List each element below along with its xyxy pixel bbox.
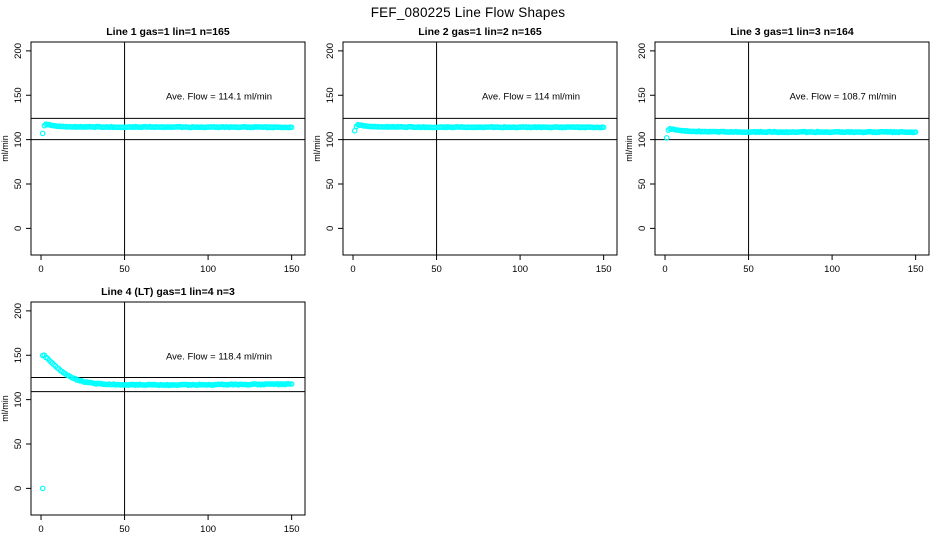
data-point <box>600 124 607 131</box>
plot-box <box>654 41 930 256</box>
data-points <box>663 125 919 141</box>
y-axis-title: ml/min <box>312 135 322 162</box>
outlier-point <box>39 130 46 137</box>
x-tick-label: 50 <box>431 264 442 275</box>
y-axis-title: ml/min <box>0 135 10 162</box>
reference-lines <box>31 302 305 515</box>
y-tick-label: 200 <box>13 43 24 59</box>
subplot-line-2: Line 2 gas=1 lin=2 n=165 0 50 100 150 0 50 100 1… <box>312 22 624 282</box>
chart-svg: Line 4 (LT) gas=1 lin=4 n=3 0 50 100 150 0 50 1… <box>0 286 306 535</box>
y-tick-label: 100 <box>13 132 24 148</box>
reference-lines <box>31 42 305 255</box>
x-tick-label: 0 <box>662 264 667 275</box>
ave-flow-annotation: Ave. Flow = 108.7 ml/min <box>790 91 897 102</box>
y-tick-label: 150 <box>13 87 24 103</box>
outlier-point <box>351 128 358 134</box>
chart-svg: Line 3 gas=1 lin=3 n=164 0 50 100 150 0 50 100 1… <box>624 26 930 275</box>
y-tick-label: 100 <box>13 392 24 408</box>
y-tick-label: 150 <box>325 87 336 103</box>
y-axis-title: ml/min <box>624 135 634 162</box>
y-tick-label: 200 <box>13 303 24 319</box>
x-tick-label: 150 <box>596 264 612 275</box>
y-tick-label: 0 <box>13 226 24 231</box>
y-axis-title: ml/min <box>0 395 10 422</box>
y-axis: 0 50 100 150 200 <box>325 43 343 231</box>
y-tick-label: 50 <box>13 439 24 450</box>
x-tick-label: 50 <box>743 264 754 275</box>
reference-lines <box>343 42 617 255</box>
y-tick-label: 0 <box>13 486 24 491</box>
x-axis: 0 50 100 150 <box>662 255 924 275</box>
x-tick-label: 100 <box>512 264 528 275</box>
x-tick-label: 0 <box>350 264 355 275</box>
data-point <box>288 124 295 131</box>
x-axis: 0 50 100 150 <box>38 515 300 535</box>
data-points <box>39 121 295 137</box>
y-tick-label: 0 <box>325 226 336 231</box>
x-tick-label: 150 <box>908 264 924 275</box>
subplot-title: Line 4 (LT) gas=1 lin=4 n=3 <box>101 286 235 298</box>
y-tick-label: 200 <box>637 43 648 59</box>
reference-lines <box>655 42 929 255</box>
subplot-title: Line 3 gas=1 lin=3 n=164 <box>730 26 854 38</box>
subplot-line-3: Line 3 gas=1 lin=3 n=164 0 50 100 150 0 50 100 1… <box>624 22 936 282</box>
subplot-title: Line 1 gas=1 lin=1 n=165 <box>106 26 230 38</box>
ave-flow-annotation: Ave. Flow = 114 ml/min <box>482 91 580 102</box>
subplot-line-4: Line 4 (LT) gas=1 lin=4 n=3 0 50 100 150 0 50 1… <box>0 282 312 542</box>
x-tick-label: 0 <box>38 524 43 535</box>
subplot-line-1: Line 1 gas=1 lin=1 n=165 0 50 100 150 0 50 100 1… <box>0 22 312 282</box>
ave-flow-annotation: Ave. Flow = 118.4 ml/min <box>166 351 272 362</box>
data-point <box>288 381 295 387</box>
x-axis: 0 50 100 150 <box>350 255 612 275</box>
plot-box <box>30 41 306 256</box>
y-tick-label: 0 <box>637 226 648 231</box>
y-axis: 0 50 100 150 200 <box>13 303 31 491</box>
x-tick-label: 100 <box>200 264 216 275</box>
y-tick-label: 100 <box>325 132 336 148</box>
data-points <box>351 121 607 134</box>
outlier-point <box>663 135 670 141</box>
y-tick-label: 50 <box>637 179 648 190</box>
chart-svg: Line 1 gas=1 lin=1 n=165 0 50 100 150 0 50 100 1… <box>0 26 306 275</box>
x-tick-label: 150 <box>284 524 300 535</box>
y-axis: 0 50 100 150 200 <box>637 43 655 231</box>
data-points <box>39 352 295 492</box>
x-tick-label: 0 <box>38 264 43 275</box>
x-axis: 0 50 100 150 <box>38 255 300 275</box>
outlier-point <box>39 485 46 492</box>
x-tick-label: 100 <box>200 524 216 535</box>
chart-svg: Line 2 gas=1 lin=2 n=165 0 50 100 150 0 50 100 1… <box>312 26 618 275</box>
y-tick-label: 50 <box>325 179 336 190</box>
plot-box <box>30 301 306 516</box>
x-tick-label: 50 <box>119 264 130 275</box>
data-point <box>912 129 919 135</box>
y-axis: 0 50 100 150 200 <box>13 43 31 231</box>
y-tick-label: 100 <box>637 132 648 148</box>
plot-box <box>342 41 618 256</box>
y-tick-label: 150 <box>637 87 648 103</box>
x-tick-label: 100 <box>824 264 840 275</box>
y-tick-label: 200 <box>325 43 336 59</box>
subplot-title: Line 2 gas=1 lin=2 n=165 <box>418 26 542 38</box>
ave-flow-annotation: Ave. Flow = 114.1 ml/min <box>166 91 272 102</box>
figure-title: FEF_080225 Line Flow Shapes <box>370 5 566 20</box>
y-tick-label: 50 <box>13 179 24 190</box>
x-tick-label: 50 <box>119 524 130 535</box>
x-tick-label: 150 <box>284 264 300 275</box>
y-tick-label: 150 <box>13 347 24 363</box>
